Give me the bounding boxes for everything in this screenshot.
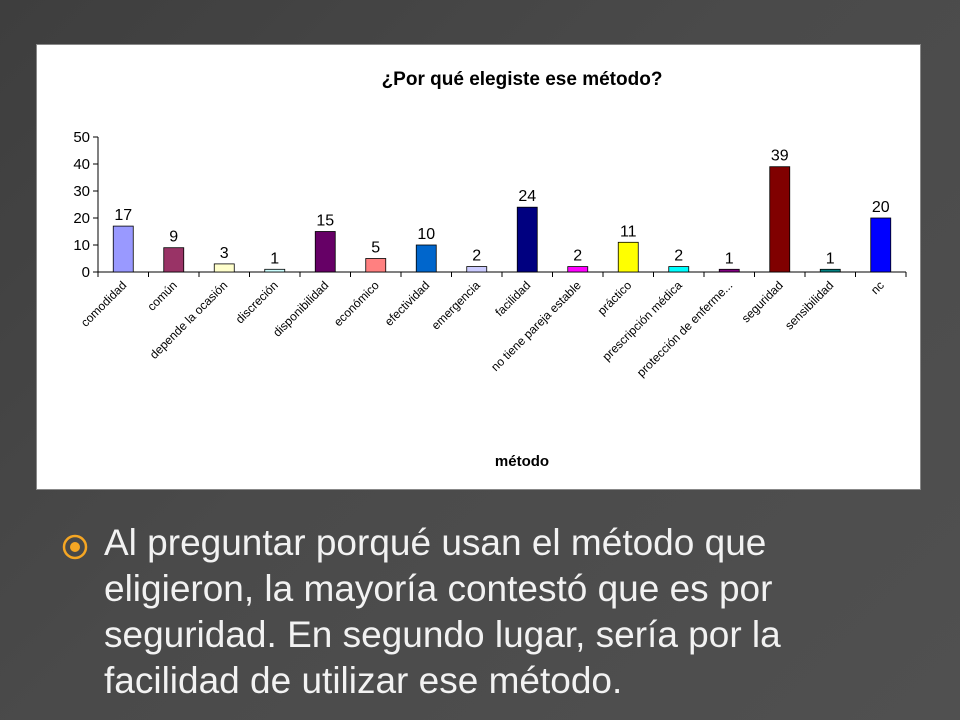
bar-9	[567, 266, 589, 273]
bar-chart: ¿Por qué elegiste ese método? 0 10 20 30 40 50…	[73, 69, 907, 470]
data-label-3: 1	[270, 250, 279, 267]
bar-12	[718, 268, 740, 273]
chart-title: ¿Por qué elegiste ese método?	[382, 69, 663, 90]
bar-11	[668, 266, 690, 273]
bar-14	[819, 268, 841, 273]
category-label-13: seguridad	[739, 278, 786, 325]
category-label-12: protección de enferme...	[634, 278, 735, 379]
data-label-10: 11	[620, 223, 637, 240]
bar-2	[213, 263, 235, 273]
data-label-5: 5	[371, 240, 380, 257]
category-label-5: económico	[331, 278, 382, 329]
category-label-8: facilidad	[492, 278, 533, 319]
y-tick-label: 20	[73, 210, 90, 227]
data-label-11: 2	[674, 248, 683, 265]
y-tick-label: 30	[73, 183, 90, 200]
data-label-4: 15	[316, 213, 334, 230]
bar-6	[415, 244, 437, 273]
data-label-2: 3	[220, 245, 229, 262]
target-bullet-icon	[62, 534, 88, 560]
y-tick-label: 0	[82, 264, 90, 281]
bar-7	[466, 266, 488, 273]
bar-5	[365, 258, 387, 273]
category-label-3: discreción	[233, 278, 281, 326]
data-label-9: 2	[573, 248, 582, 265]
data-label-8: 24	[518, 188, 536, 205]
data-label-1: 9	[169, 229, 178, 246]
x-axis-label: método	[495, 453, 549, 470]
bar-10	[617, 241, 639, 273]
bar-15	[870, 217, 892, 273]
category-label-14: sensibilidad	[782, 278, 836, 332]
category-label-9: no tiene pareja estable	[488, 278, 584, 374]
y-tick-label: 40	[73, 156, 90, 173]
category-label-0: comodidad	[78, 278, 129, 329]
data-label-0: 17	[114, 207, 132, 224]
bar-0	[112, 225, 134, 273]
data-label-14: 1	[826, 250, 835, 267]
y-tick-label: 50	[73, 129, 90, 146]
bar-1	[163, 247, 185, 273]
bar-8	[516, 206, 538, 273]
category-label-7: emergencia	[429, 278, 483, 332]
data-label-15: 20	[872, 199, 890, 216]
category-label-1: común	[144, 278, 179, 313]
category-label-6: efectividad	[382, 278, 432, 328]
bar-4	[314, 231, 336, 273]
chart-panel: ¿Por qué elegiste ese método? 0 10 20 30 40 50…	[36, 44, 921, 490]
y-tick-label: 10	[73, 237, 90, 254]
bullet-text: Al preguntar porqué usan el método que e…	[104, 522, 781, 701]
category-label-10: práctico	[595, 278, 635, 318]
data-label-7: 2	[472, 248, 481, 265]
data-label-13: 39	[771, 148, 789, 165]
data-label-6: 10	[417, 226, 435, 243]
bar-13	[769, 166, 791, 273]
data-label-12: 1	[725, 250, 734, 267]
category-label-15: nc	[868, 278, 887, 297]
bar-3	[264, 268, 286, 273]
